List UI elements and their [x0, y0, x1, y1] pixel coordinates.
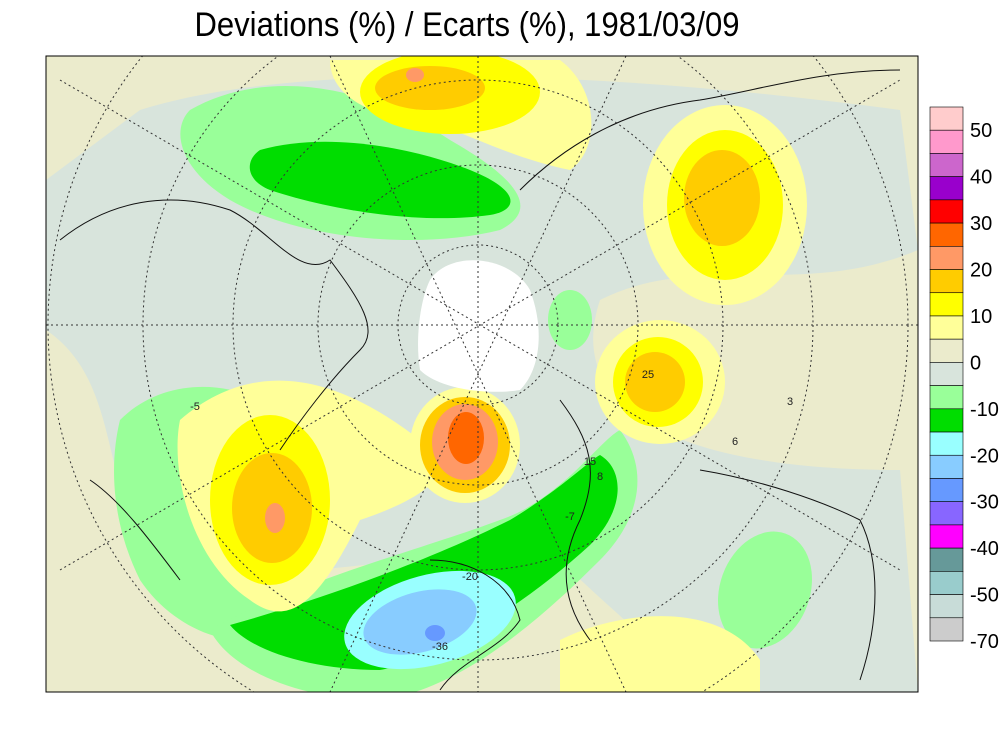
map-frame [45, 55, 919, 693]
colorbar-label: 0 [970, 352, 981, 374]
colorbar-label: -30 [970, 492, 999, 514]
colorbar-label: -70 [970, 631, 999, 653]
colorbar-label: 50 [970, 120, 992, 142]
map-title: Deviations (%) / Ecarts (%), 1981/03/09 [195, 6, 740, 44]
contour-labels: 25 -20 -36 15 -7 8 3 -5 6 [190, 369, 793, 653]
colorbar-swatch [929, 454, 964, 479]
colorbar-swatch [929, 571, 964, 595]
colorbar-label: -40 [970, 538, 999, 560]
colorbar-swatch [929, 431, 964, 456]
colorbar-swatch [929, 617, 964, 642]
colorbar-swatch [929, 222, 964, 247]
colorbar-swatch [929, 385, 964, 410]
colorbar-swatch [929, 501, 964, 526]
contour-label: 6 [732, 436, 738, 448]
colorbar-swatch [929, 362, 964, 386]
colorbar-swatch [929, 246, 964, 270]
contour-label: 15 [584, 456, 596, 468]
colorbar-swatch [929, 338, 964, 363]
colorbar-swatch [929, 106, 964, 131]
colorbar-swatch [929, 594, 964, 619]
colorbar-swatch [929, 176, 964, 201]
colorbar-swatch [929, 547, 964, 572]
colorbar-swatch [929, 199, 964, 224]
contour-label: -5 [190, 401, 200, 413]
contour-label: 8 [597, 471, 603, 483]
contour-label: -20 [462, 571, 478, 583]
contour-label: -7 [565, 511, 575, 523]
colorbar-label: 10 [970, 306, 992, 328]
colorbar-label: -10 [970, 399, 999, 421]
colorbar-label: 40 [970, 167, 992, 189]
colorbar-swatch [929, 269, 964, 294]
colorbar-swatch [929, 408, 964, 433]
contour-label: 3 [787, 396, 793, 408]
colorbar-swatch [929, 129, 964, 154]
colorbar-swatch [929, 315, 964, 340]
colorbar-swatch [929, 524, 964, 549]
colorbar-swatch [929, 478, 964, 502]
contour-label: -36 [432, 641, 448, 653]
colorbar-swatch [929, 153, 964, 177]
colorbar-label: 20 [970, 260, 992, 282]
contour-label: 25 [642, 369, 654, 381]
colorbar-label: -50 [970, 585, 999, 607]
colorbar-label: -20 [970, 445, 999, 467]
map [46, 56, 918, 692]
colorbar-label: 30 [970, 213, 992, 235]
colorbar: 50 40 30 20 10 0 -10 -20 -30 -40 -50 -70 [929, 106, 999, 653]
colorbar-swatch [929, 292, 964, 317]
